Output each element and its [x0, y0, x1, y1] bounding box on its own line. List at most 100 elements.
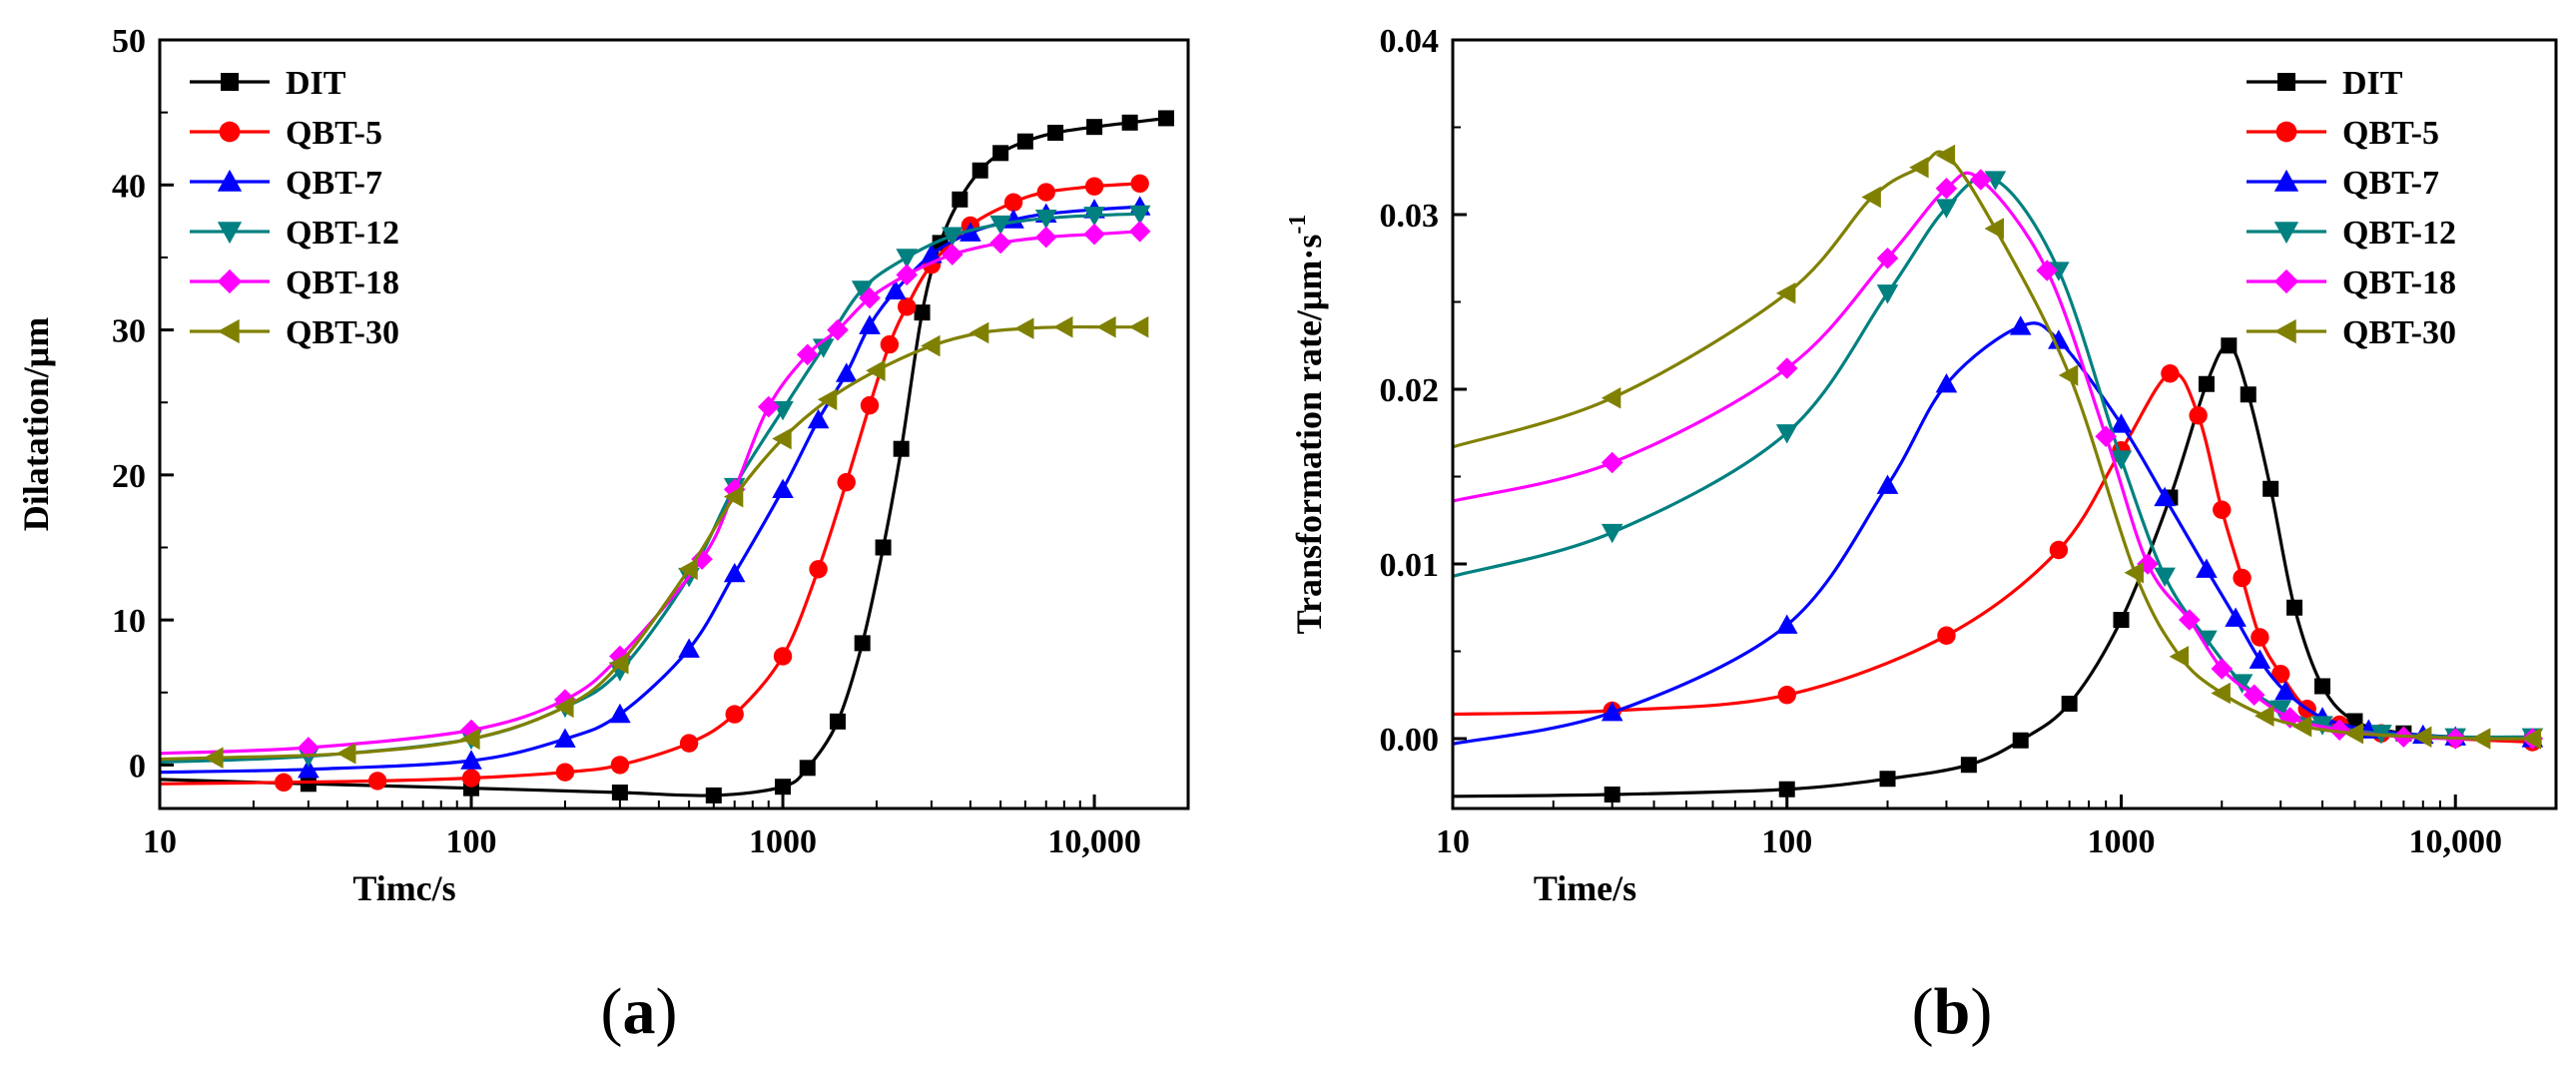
x-tick-label: 10,000: [2408, 823, 2502, 860]
x-tick-label: 100: [1761, 823, 1812, 860]
data-point: [796, 343, 819, 366]
series-qbt-18: [1452, 169, 2544, 750]
data-point: [461, 769, 481, 788]
data-point: [992, 145, 1009, 162]
series-line: [159, 324, 1140, 762]
data-point: [1879, 771, 1896, 788]
data-point: [610, 756, 630, 775]
legend-marker: [221, 73, 239, 91]
plot-frame: [158, 38, 1190, 810]
legend-label: QBT-5: [2342, 115, 2439, 152]
data-point: [1775, 357, 1798, 379]
data-point: [772, 478, 794, 499]
y-tick-label: 30: [112, 313, 146, 350]
legend-label: QBT-18: [2342, 265, 2456, 301]
data-point: [989, 232, 1011, 255]
legend-marker: [217, 268, 243, 294]
data-point: [1935, 177, 1958, 200]
data-point: [1909, 156, 1929, 179]
data-point: [1096, 315, 1116, 338]
y-tick-label: 10: [112, 603, 146, 640]
data-point: [609, 703, 631, 724]
data-point: [1775, 424, 1798, 444]
y-tick-label: 0.04: [1380, 23, 1440, 60]
data-point: [1034, 210, 1057, 230]
data-point: [1157, 110, 1174, 127]
data-point: [1876, 247, 1899, 269]
data-point: [2521, 728, 2542, 750]
panel-a-chart: 10 100 1000 10,000 0 10 20 30 40 50 Timc/s Dilatati…: [16, 23, 1190, 1048]
series-qbt-5: [1452, 364, 2542, 752]
data-point: [1601, 451, 1623, 474]
legend-item: QBT-30: [190, 314, 399, 351]
data-point: [2012, 732, 2029, 749]
data-point: [1775, 281, 1796, 304]
data-point: [898, 297, 917, 316]
panel-b-chart: 10 100 1000 10,000 0.00 0.01 0.02 0.03 0.04 Time/…: [1285, 23, 2558, 1048]
data-point: [2196, 558, 2218, 578]
legend-marker: [2275, 121, 2297, 143]
data-point: [942, 227, 964, 247]
data-point: [298, 737, 320, 759]
x-tick-label: 1000: [2087, 823, 2155, 860]
legend-item: QBT-7: [190, 165, 382, 202]
data-point: [2249, 649, 2271, 669]
data-point: [942, 244, 964, 266]
data-point: [1014, 317, 1034, 339]
legend-item: QBT-12: [190, 215, 399, 252]
data-point: [1876, 284, 1899, 304]
data-point: [274, 773, 294, 793]
series-qbt-18: [159, 220, 1151, 759]
data-point: [2154, 567, 2176, 588]
data-point: [2233, 568, 2252, 588]
data-point: [2225, 607, 2247, 627]
data-point: [772, 427, 792, 450]
data-point: [336, 742, 356, 765]
data-point: [2211, 682, 2231, 705]
data-point: [1121, 114, 1138, 131]
data-point: [2262, 480, 2279, 497]
legend-marker: [2273, 169, 2299, 192]
series-qbt-30: [1452, 144, 2542, 750]
legend-item: QBT-5: [190, 115, 382, 152]
data-point: [2221, 337, 2238, 354]
data-point: [2328, 719, 2350, 742]
legend-item: DIT: [2247, 65, 2403, 102]
legend-item: QBT-12: [2247, 215, 2456, 252]
data-point: [300, 776, 317, 793]
y-tick-label: 0.01: [1380, 547, 1440, 584]
data-point: [2009, 315, 2032, 335]
data-point: [2110, 413, 2133, 433]
data-point: [725, 705, 744, 724]
data-point: [2211, 658, 2234, 680]
panel-label: (a): [601, 975, 678, 1048]
x-axis-label: Timc/s: [352, 868, 455, 908]
data-point: [971, 162, 988, 179]
data-point: [968, 321, 989, 344]
data-point: [1601, 386, 1621, 409]
data-point: [829, 713, 846, 730]
data-point: [1128, 205, 1151, 226]
y-tick-label: 20: [112, 458, 146, 495]
legend-item: QBT-5: [2247, 115, 2439, 152]
data-point: [1876, 474, 1899, 494]
data-point: [2169, 645, 2190, 668]
data-point: [1984, 218, 2005, 240]
data-point: [1960, 757, 1977, 774]
data-point: [859, 314, 881, 334]
data-point: [367, 772, 387, 791]
data-point: [835, 362, 858, 382]
data-point: [1053, 315, 1073, 338]
legend-label: DIT: [2342, 65, 2403, 102]
data-point: [837, 472, 856, 492]
data-point: [896, 249, 919, 268]
legend-label: QBT-7: [2342, 165, 2439, 202]
data-point: [1083, 223, 1105, 246]
y-tick-label: 0: [129, 748, 146, 785]
data-point: [2061, 696, 2078, 712]
data-point: [609, 652, 629, 675]
data-point: [757, 395, 780, 418]
data-point: [2213, 500, 2232, 519]
legend: DIT QBT-5 QBT-7 QBT-12 QBT-18 QBT-30: [2247, 65, 2456, 351]
